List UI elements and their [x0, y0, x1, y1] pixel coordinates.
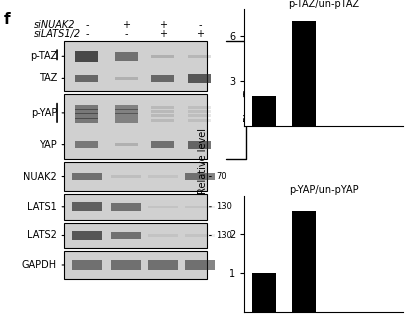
Bar: [185, 261, 215, 270]
Bar: [75, 113, 98, 119]
Bar: [151, 75, 175, 82]
Text: p-TAZ: p-TAZ: [30, 51, 57, 61]
Bar: [111, 232, 141, 239]
Text: +: +: [159, 29, 167, 39]
Text: NUAK2: NUAK2: [23, 172, 57, 181]
Bar: [64, 41, 207, 91]
Bar: [111, 175, 141, 178]
Bar: [75, 109, 98, 114]
Bar: [151, 119, 175, 122]
Text: +: +: [159, 20, 167, 30]
Bar: [111, 261, 141, 270]
Text: +: +: [122, 20, 130, 30]
Bar: [292, 21, 315, 126]
Text: -: -: [85, 29, 89, 39]
Bar: [188, 119, 211, 122]
Bar: [115, 118, 138, 123]
Bar: [151, 106, 175, 109]
Text: -: -: [125, 29, 128, 39]
Bar: [64, 223, 207, 248]
Bar: [72, 231, 102, 240]
Bar: [151, 114, 175, 117]
Bar: [64, 194, 207, 220]
Bar: [185, 234, 215, 237]
Text: -: -: [85, 20, 89, 30]
Bar: [151, 110, 175, 113]
Bar: [115, 77, 138, 80]
Text: f: f: [4, 13, 11, 27]
Text: Relative level: Relative level: [198, 128, 208, 194]
Bar: [115, 52, 138, 61]
Text: GAPDH: GAPDH: [22, 260, 57, 270]
Bar: [185, 173, 215, 180]
Bar: [64, 251, 207, 278]
Bar: [115, 143, 138, 146]
Bar: [115, 109, 138, 114]
Bar: [188, 54, 211, 58]
Bar: [188, 74, 211, 83]
Title: p-TAZ/un-pTAZ: p-TAZ/un-pTAZ: [288, 0, 359, 9]
Bar: [72, 173, 102, 180]
Text: siNUAK2: siNUAK2: [34, 20, 76, 30]
Bar: [115, 113, 138, 118]
Text: YAP: YAP: [39, 140, 57, 150]
Bar: [75, 105, 98, 110]
Bar: [188, 114, 211, 117]
Bar: [72, 261, 102, 270]
Text: p-YAP: p-YAP: [31, 108, 57, 118]
Bar: [111, 203, 141, 211]
Bar: [75, 141, 98, 148]
Text: LATS1: LATS1: [27, 202, 57, 212]
Text: siLATS1/2: siLATS1/2: [34, 29, 81, 39]
Bar: [148, 234, 178, 237]
Bar: [252, 273, 276, 312]
Text: -: -: [198, 20, 201, 30]
Bar: [148, 206, 178, 208]
Text: TAZ: TAZ: [39, 73, 57, 83]
Text: 130: 130: [216, 231, 232, 240]
Bar: [188, 140, 211, 149]
Bar: [188, 110, 211, 113]
Bar: [148, 261, 178, 270]
Bar: [75, 51, 98, 62]
Text: LATS2: LATS2: [27, 231, 57, 240]
Bar: [115, 105, 138, 110]
Bar: [185, 206, 215, 208]
Bar: [151, 141, 175, 148]
Bar: [148, 175, 178, 178]
Bar: [292, 211, 315, 312]
Bar: [64, 94, 207, 159]
Bar: [151, 54, 175, 58]
Bar: [188, 106, 211, 109]
Bar: [75, 118, 98, 123]
Text: 70: 70: [216, 172, 227, 181]
Bar: [75, 75, 98, 82]
Text: Phos-Tag: Phos-Tag: [243, 79, 253, 121]
Text: +: +: [196, 29, 204, 39]
Bar: [64, 162, 207, 191]
Bar: [252, 96, 276, 126]
Text: 130: 130: [216, 202, 232, 211]
Title: p-YAP/un-pYAP: p-YAP/un-pYAP: [289, 185, 358, 195]
Bar: [72, 202, 102, 211]
